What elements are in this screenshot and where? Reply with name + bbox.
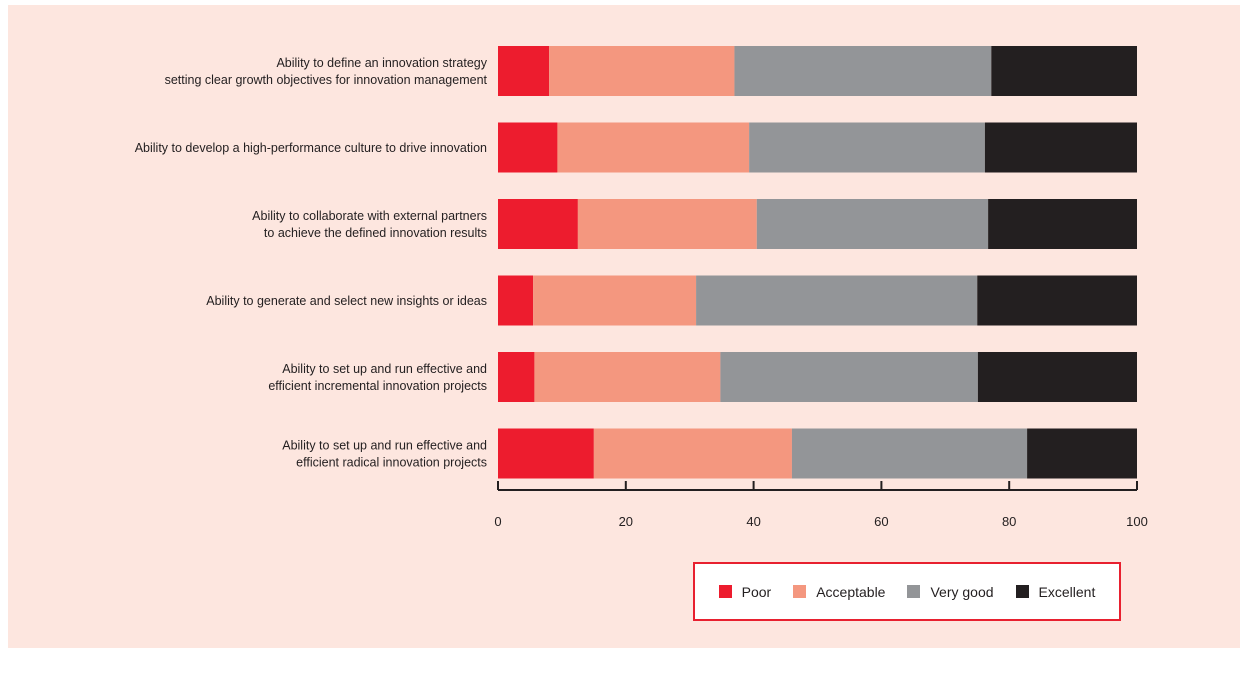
category-label: Ability to set up and run effective and e…	[268, 362, 487, 393]
bar-segment-very-good	[749, 123, 985, 173]
legend-label: Very good	[930, 584, 993, 600]
bar-segment-acceptable	[594, 429, 792, 479]
category-label-line: efficient incremental innovation project…	[268, 379, 487, 393]
bar-segment-excellent	[988, 199, 1137, 249]
legend-swatch	[793, 585, 806, 598]
category-label-line: efficient radical innovation projects	[296, 456, 487, 470]
category-label-line: Ability to develop a high-performance cu…	[135, 141, 487, 155]
category-label: Ability to develop a high-performance cu…	[135, 141, 487, 155]
legend-label: Poor	[742, 584, 772, 600]
x-tick-label: 60	[874, 514, 888, 529]
x-tick-label: 40	[746, 514, 760, 529]
bar-segment-excellent	[985, 123, 1137, 173]
x-tick-label: 80	[1002, 514, 1016, 529]
bar-segment-poor	[498, 352, 534, 402]
legend-swatch	[907, 585, 920, 598]
bar-segment-excellent	[977, 276, 1137, 326]
x-tick-label: 20	[619, 514, 633, 529]
legend-item: Very good	[907, 584, 993, 600]
bar-segment-excellent	[978, 352, 1137, 402]
category-label: Ability to collaborate with external par…	[252, 209, 487, 240]
bar-segment-very-good	[757, 199, 988, 249]
bar-segment-very-good	[792, 429, 1027, 479]
bar-segment-excellent	[1027, 429, 1137, 479]
x-tick-label: 100	[1126, 514, 1148, 529]
legend-swatch	[1016, 585, 1029, 598]
bar-segment-acceptable	[534, 352, 720, 402]
bar-segment-very-good	[720, 352, 978, 402]
chart-legend: Poor Acceptable Very good Excellent	[693, 562, 1121, 621]
legend-item: Acceptable	[793, 584, 885, 600]
legend-label: Acceptable	[816, 584, 885, 600]
x-tick-label: 0	[494, 514, 501, 529]
legend-label: Excellent	[1039, 584, 1096, 600]
bar-segment-acceptable	[578, 199, 757, 249]
bar-segment-poor	[498, 429, 594, 479]
bar-segment-acceptable	[557, 123, 749, 173]
bar-segment-excellent	[991, 46, 1137, 96]
category-label-line: Ability to set up and run effective and	[282, 439, 487, 453]
legend-item: Excellent	[1016, 584, 1096, 600]
category-label-line: Ability to define an innovation strategy	[276, 56, 487, 70]
category-label: Ability to define an innovation strategy…	[165, 56, 488, 87]
bar-segment-acceptable	[533, 276, 696, 326]
category-label-line: Ability to generate and select new insig…	[206, 294, 487, 308]
bar-segment-very-good	[696, 276, 977, 326]
category-label-line: Ability to collaborate with external par…	[252, 209, 487, 223]
bar-segment-poor	[498, 46, 549, 96]
bar-segment-poor	[498, 199, 578, 249]
category-label-line: setting clear growth objectives for inno…	[165, 73, 488, 87]
bar-segment-poor	[498, 276, 533, 326]
bar-segment-acceptable	[549, 46, 734, 96]
category-label: Ability to set up and run effective and e…	[282, 439, 487, 470]
bar-segment-very-good	[734, 46, 991, 96]
legend-item: Poor	[719, 584, 772, 600]
category-label-line: to achieve the defined innovation result…	[264, 226, 487, 240]
bar-segment-poor	[498, 123, 557, 173]
category-label-line: Ability to set up and run effective and	[282, 362, 487, 376]
legend-swatch	[719, 585, 732, 598]
category-label: Ability to generate and select new insig…	[206, 294, 487, 308]
